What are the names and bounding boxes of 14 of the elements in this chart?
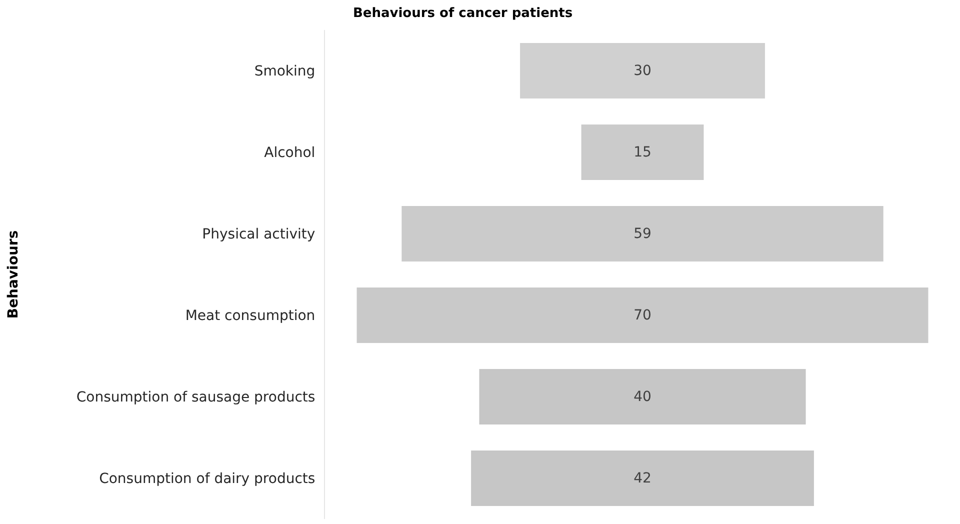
data-label: 15: [634, 144, 652, 160]
data-label: 59: [634, 226, 652, 242]
category-label: Physical activity: [202, 226, 316, 243]
category-label: Consumption of sausage products: [76, 390, 316, 406]
data-label: 42: [634, 470, 652, 486]
category-label: Smoking: [254, 64, 316, 80]
text: Behaviours of cancer patients: [353, 6, 573, 21]
text: Behaviours: [6, 230, 22, 319]
category-label: Consumption of dairy products: [99, 471, 316, 488]
data-label: 30: [634, 62, 652, 79]
data-label: 70: [634, 307, 652, 324]
data-label: 40: [634, 388, 652, 405]
category-label: Alcohol: [264, 145, 316, 162]
category-label: Meat consumption: [185, 308, 316, 324]
